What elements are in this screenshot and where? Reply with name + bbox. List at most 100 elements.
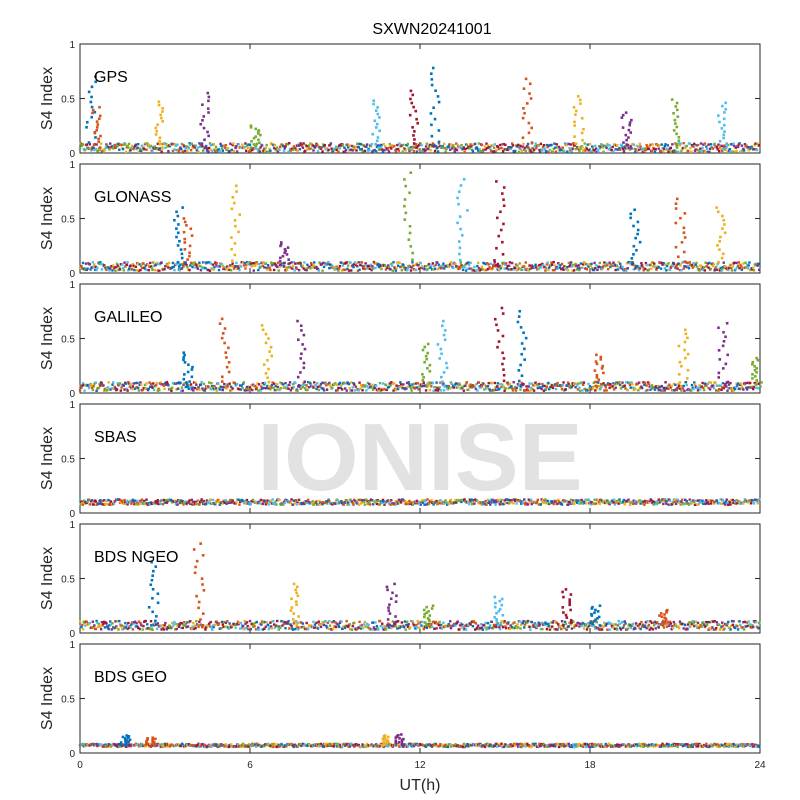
data-point [295, 144, 299, 147]
data-point [92, 625, 95, 629]
data-point [494, 386, 497, 389]
data-point [352, 381, 355, 385]
data-point [204, 626, 208, 629]
data-point [128, 385, 132, 388]
data-point [631, 382, 634, 386]
data-point [251, 498, 255, 502]
data-point [464, 263, 467, 266]
data-point [182, 623, 185, 627]
data-point [158, 147, 162, 150]
data-point [171, 149, 175, 153]
spike-point [436, 95, 440, 98]
data-point [124, 502, 128, 506]
spike-point [520, 342, 524, 345]
data-point [569, 502, 572, 505]
spike-point [296, 319, 299, 323]
data-point [547, 622, 550, 626]
spike-point [682, 250, 686, 254]
data-point [501, 383, 504, 386]
data-point [421, 382, 424, 386]
data-point [186, 621, 189, 624]
data-point [300, 384, 304, 387]
data-point [220, 620, 224, 624]
data-point [433, 143, 436, 147]
spike-point [628, 123, 632, 127]
data-point [738, 500, 741, 503]
data-point [584, 388, 587, 391]
data-point [651, 261, 654, 264]
data-point [729, 503, 732, 506]
data-point [447, 384, 450, 388]
spike-point [404, 211, 408, 215]
data-point [565, 143, 568, 147]
data-point [130, 502, 133, 505]
data-point [442, 142, 446, 146]
data-point [112, 387, 116, 391]
data-point [463, 627, 466, 630]
spike-point [726, 380, 730, 384]
data-point [476, 264, 479, 268]
data-point [334, 382, 337, 385]
data-point [282, 622, 286, 626]
data-point [560, 267, 563, 271]
spike-point [262, 363, 266, 366]
data-point [291, 382, 295, 386]
data-point [188, 142, 191, 145]
data-point [315, 500, 318, 503]
data-point [286, 622, 289, 625]
data-point [494, 623, 497, 627]
spike-point [297, 385, 300, 388]
data-point [394, 150, 398, 153]
data-point [593, 384, 596, 388]
data-point [423, 503, 426, 506]
data-point [294, 148, 298, 151]
data-point [163, 142, 166, 145]
data-point [140, 498, 144, 501]
data-point [214, 145, 218, 149]
data-point [188, 499, 191, 502]
data-point [172, 623, 175, 626]
data-point [459, 622, 462, 625]
data-point [277, 269, 280, 272]
data-point [430, 268, 434, 271]
data-point [413, 146, 416, 149]
data-point [294, 266, 298, 269]
data-point [317, 269, 320, 272]
data-point [679, 503, 682, 506]
data-point [246, 262, 249, 266]
spike-point [182, 356, 185, 359]
data-point [312, 620, 315, 624]
data-point [293, 499, 296, 502]
data-point [693, 265, 696, 268]
data-point [433, 386, 437, 389]
data-point [328, 500, 331, 503]
data-point [675, 499, 679, 503]
data-point [282, 144, 285, 148]
spike-point [403, 218, 407, 221]
data-point [586, 263, 589, 267]
data-point [265, 621, 268, 624]
data-point [228, 149, 231, 153]
data-point [359, 143, 363, 146]
data-point [557, 498, 560, 502]
data-point [556, 502, 559, 505]
spike-point [175, 235, 178, 239]
spike-point [233, 242, 237, 245]
data-point [333, 625, 336, 628]
spike-point [521, 136, 525, 140]
data-point [484, 148, 487, 151]
data-point [671, 501, 675, 504]
data-point [145, 498, 148, 501]
data-point [730, 143, 734, 146]
data-point [84, 624, 87, 627]
spike-point [678, 360, 682, 364]
data-point [209, 620, 212, 624]
data-point [350, 144, 354, 148]
data-point [151, 386, 154, 390]
data-point [645, 384, 648, 387]
y-tick-label: 0 [69, 269, 75, 280]
data-point [319, 625, 323, 629]
data-point [323, 144, 326, 147]
data-point [693, 149, 697, 152]
spike-point [759, 385, 762, 388]
